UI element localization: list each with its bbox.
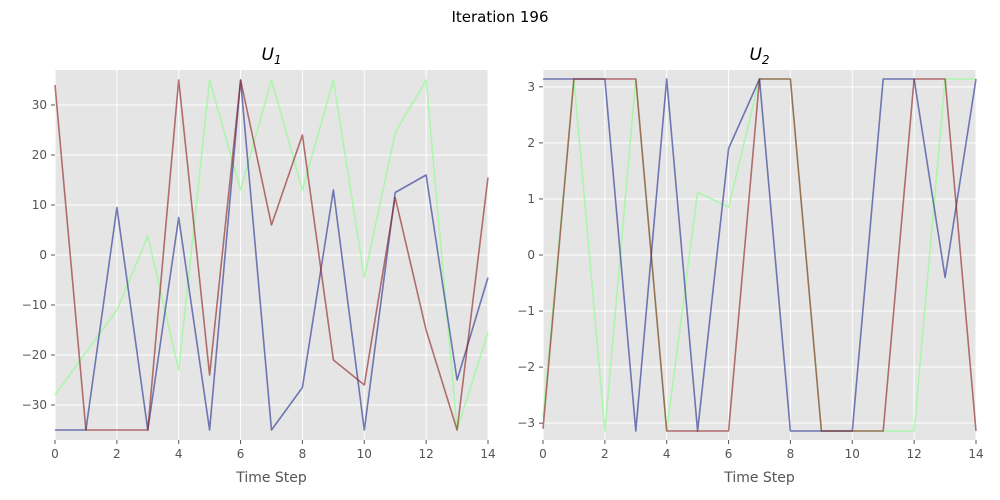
y-tick-label: −20 xyxy=(22,348,47,362)
x-tick-label: 0 xyxy=(539,447,547,461)
y-tick-label: 0 xyxy=(527,248,535,262)
x-tick-labels: 0 2 4 6 8 10 12 14 xyxy=(51,440,496,461)
y-tick-label: 2 xyxy=(527,136,535,150)
x-tick-label: 12 xyxy=(419,447,434,461)
y-tick-label: −1 xyxy=(517,304,535,318)
x-tick-label: 4 xyxy=(663,447,671,461)
series-lines xyxy=(542,78,977,432)
series-line-3 xyxy=(54,79,489,431)
x-tick-label: 6 xyxy=(725,447,733,461)
y-tick-label: −3 xyxy=(517,416,535,430)
y-tick-label: −2 xyxy=(517,360,535,374)
series-lines xyxy=(54,79,489,431)
x-tick-label: 14 xyxy=(968,447,983,461)
series-line-3 xyxy=(542,78,977,432)
y-tick-label: 30 xyxy=(32,98,47,112)
y-tick-label: 3 xyxy=(527,80,535,94)
x-tick-label: 14 xyxy=(480,447,495,461)
x-tick-label: 2 xyxy=(113,447,121,461)
x-tick-label: 0 xyxy=(51,447,59,461)
x-tick-labels: 0 2 4 6 8 10 12 14 xyxy=(539,440,984,461)
y-tick-label: −10 xyxy=(22,298,47,312)
x-axis-label: Time Step xyxy=(723,470,795,486)
x-tick-label: 6 xyxy=(237,447,245,461)
panel-title: U1 xyxy=(261,45,281,67)
x-tick-label: 8 xyxy=(299,447,307,461)
grid-lines xyxy=(542,70,977,440)
y-tick-label: 1 xyxy=(527,192,535,206)
x-tick-label: 10 xyxy=(845,447,860,461)
panel-title: U2 xyxy=(749,45,769,67)
series-line-2 xyxy=(55,79,489,431)
y-tick-labels: −30 −20 −10 0 10 20 30 xyxy=(22,98,55,412)
x-axis-label: Time Step xyxy=(235,470,307,486)
y-tick-label: 20 xyxy=(32,148,47,162)
x-tick-label: 8 xyxy=(787,447,795,461)
y-tick-label: −30 xyxy=(22,398,47,412)
y-tick-label: 0 xyxy=(39,248,47,262)
x-tick-label: 10 xyxy=(357,447,372,461)
x-tick-label: 2 xyxy=(601,447,609,461)
grid-lines xyxy=(54,70,489,440)
figure-title: Iteration 196 xyxy=(451,8,548,26)
y-tick-label: 10 xyxy=(32,198,47,212)
chart-panel-u1: 0 2 4 6 8 10 12 14 −30 −20 −10 0 10 20 30 U1 Time Ste… xyxy=(22,45,496,486)
x-tick-label: 4 xyxy=(175,447,183,461)
y-tick-labels: −3 −2 −1 0 1 2 3 xyxy=(517,80,543,430)
x-tick-label: 12 xyxy=(907,447,922,461)
